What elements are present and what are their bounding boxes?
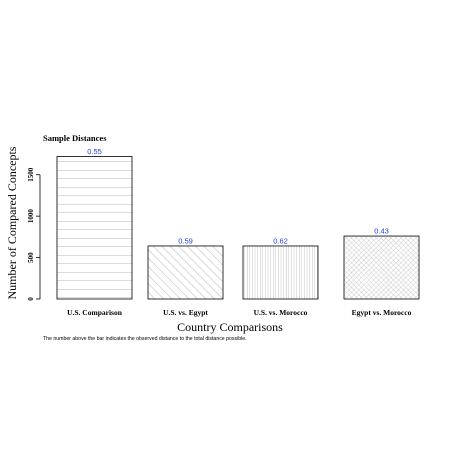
chart-title: Sample Distances <box>43 133 107 143</box>
chart-caption: The number above the bar indicates the o… <box>43 336 247 342</box>
bar-label-group: 0.55 0.59 0.62 0.43 <box>87 147 389 245</box>
y-tick-label: 1500 <box>27 167 35 182</box>
y-tick-label: 0 <box>27 297 35 301</box>
y-tick-group: 0 500 1000 1500 <box>27 167 40 301</box>
bar <box>344 236 419 299</box>
bar <box>148 246 223 299</box>
bar-value-label: 0.55 <box>87 147 102 156</box>
x-tick-label: Egypt vs. Morocco <box>352 308 412 317</box>
y-tick-label: 500 <box>27 252 35 263</box>
bar-value-label: 0.62 <box>273 236 288 245</box>
x-axis-label: Country Comparisons <box>177 320 283 334</box>
y-axis-label: Number of Compared Concepts <box>5 146 19 299</box>
bar-value-label: 0.43 <box>374 227 389 236</box>
bar-value-label: 0.59 <box>178 236 193 245</box>
x-tick-label: U.S. Comparison <box>67 308 123 317</box>
y-tick-label: 1000 <box>27 209 35 224</box>
bar <box>57 156 132 299</box>
x-tick-label: U.S. vs. Morocco <box>254 308 308 317</box>
bar <box>243 246 318 299</box>
x-tick-label-group: U.S. Comparison U.S. vs. Egypt U.S. vs. Mo… <box>67 308 411 317</box>
x-tick-label: U.S. vs. Egypt <box>163 308 208 317</box>
bar-group <box>57 156 419 299</box>
